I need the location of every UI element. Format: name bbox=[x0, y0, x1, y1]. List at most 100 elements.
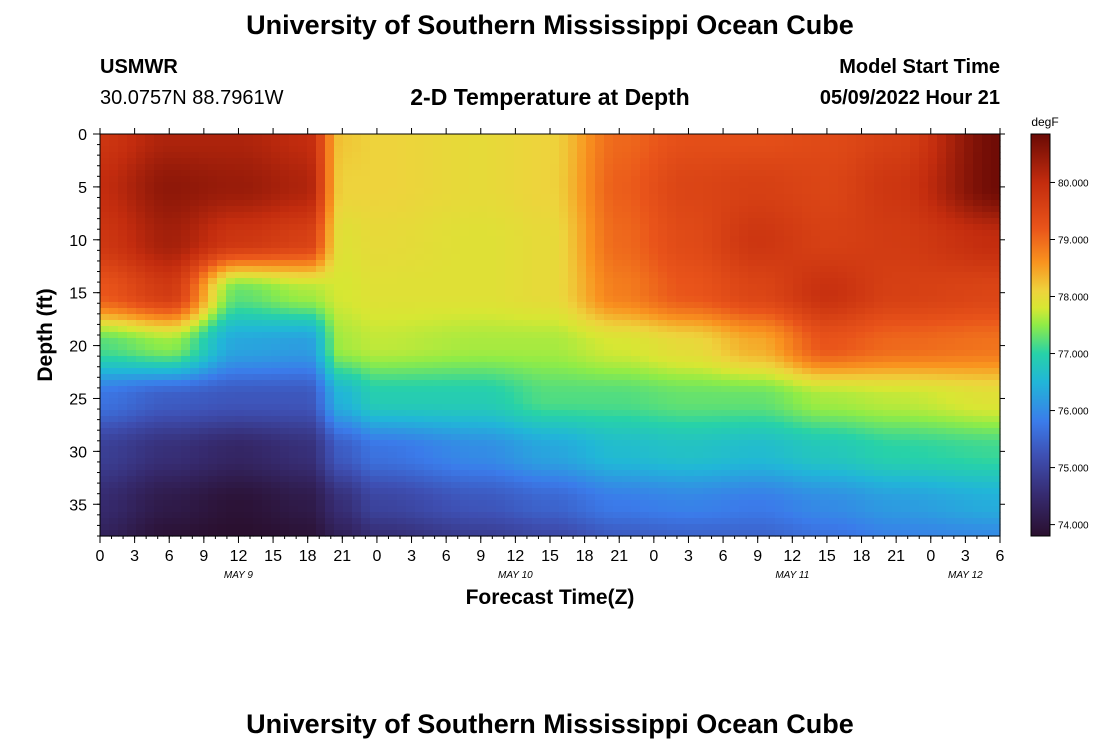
heatmap-cell bbox=[613, 284, 623, 291]
heatmap-cell bbox=[676, 224, 686, 231]
heatmap-cell bbox=[730, 338, 740, 345]
heatmap-cell bbox=[406, 302, 416, 309]
heatmap-cell bbox=[100, 290, 110, 297]
heatmap-cell bbox=[172, 392, 182, 399]
heatmap-cell bbox=[685, 266, 695, 273]
heatmap-cell bbox=[172, 416, 182, 423]
heatmap-cell bbox=[271, 416, 281, 423]
heatmap-cell bbox=[712, 428, 722, 435]
heatmap-cell bbox=[235, 392, 245, 399]
heatmap-cell bbox=[649, 134, 659, 141]
heatmap-cell bbox=[577, 422, 587, 429]
heatmap-cell bbox=[289, 272, 299, 279]
heatmap-cell bbox=[604, 464, 614, 471]
heatmap-cell bbox=[469, 434, 479, 441]
heatmap-cell bbox=[226, 218, 236, 225]
heatmap-cell bbox=[154, 302, 164, 309]
heatmap-cell bbox=[505, 200, 515, 207]
heatmap-cell bbox=[226, 284, 236, 291]
heatmap-cell bbox=[118, 176, 128, 183]
heatmap-cell bbox=[667, 284, 677, 291]
heatmap-cell bbox=[730, 200, 740, 207]
heatmap-cell bbox=[442, 182, 452, 189]
heatmap-cell bbox=[478, 398, 488, 405]
heatmap-cell bbox=[640, 368, 650, 375]
heatmap-cell bbox=[613, 236, 623, 243]
heatmap-cell bbox=[343, 452, 353, 459]
heatmap-cell bbox=[163, 212, 173, 219]
heatmap-cell bbox=[730, 434, 740, 441]
heatmap-cell bbox=[496, 308, 506, 315]
heatmap-cell bbox=[442, 224, 452, 231]
heatmap-cell bbox=[703, 416, 713, 423]
heatmap-cell bbox=[244, 494, 254, 501]
heatmap-cell bbox=[460, 134, 470, 141]
heatmap-cell bbox=[487, 170, 497, 177]
heatmap-cell bbox=[541, 140, 551, 147]
heatmap-cell bbox=[604, 494, 614, 501]
heatmap-cell bbox=[577, 176, 587, 183]
heatmap-cell bbox=[370, 278, 380, 285]
heatmap-cell bbox=[559, 242, 569, 249]
heatmap-cell bbox=[442, 344, 452, 351]
heatmap-cell bbox=[685, 302, 695, 309]
heatmap-cell bbox=[370, 314, 380, 321]
heatmap-cell bbox=[145, 230, 155, 237]
heatmap-cell bbox=[397, 266, 407, 273]
heatmap-cell bbox=[370, 518, 380, 525]
heatmap-cell bbox=[622, 164, 632, 171]
heatmap-cell bbox=[451, 182, 461, 189]
heatmap-cell bbox=[667, 236, 677, 243]
heatmap-cell bbox=[550, 422, 560, 429]
heatmap-cell bbox=[154, 356, 164, 363]
heatmap-cell bbox=[658, 392, 668, 399]
heatmap-cell bbox=[577, 170, 587, 177]
heatmap-cell bbox=[244, 248, 254, 255]
heatmap-cell bbox=[748, 380, 758, 387]
heatmap-cell bbox=[550, 488, 560, 495]
heatmap-cell bbox=[199, 452, 209, 459]
heatmap-cell bbox=[145, 440, 155, 447]
heatmap-cell bbox=[397, 152, 407, 159]
heatmap-cell bbox=[424, 278, 434, 285]
heatmap-cell bbox=[595, 374, 605, 381]
heatmap-cell bbox=[397, 392, 407, 399]
heatmap-cell bbox=[190, 464, 200, 471]
heatmap-cell bbox=[154, 296, 164, 303]
heatmap-cell bbox=[145, 362, 155, 369]
heatmap-cell bbox=[136, 206, 146, 213]
heatmap-cell bbox=[397, 314, 407, 321]
heatmap-cell bbox=[406, 368, 416, 375]
heatmap-cell bbox=[316, 422, 326, 429]
heatmap-cell bbox=[478, 350, 488, 357]
heatmap-cell bbox=[523, 464, 533, 471]
heatmap-cell bbox=[325, 500, 335, 507]
heatmap-cell bbox=[496, 200, 506, 207]
heatmap-cell bbox=[577, 332, 587, 339]
heatmap-cell bbox=[379, 428, 389, 435]
heatmap-cell bbox=[361, 374, 371, 381]
heatmap-cell bbox=[496, 512, 506, 519]
heatmap-cell bbox=[640, 416, 650, 423]
heatmap-cell bbox=[658, 362, 668, 369]
heatmap-cell bbox=[469, 278, 479, 285]
heatmap-cell bbox=[631, 248, 641, 255]
heatmap-cell bbox=[586, 494, 596, 501]
heatmap-cell bbox=[730, 164, 740, 171]
heatmap-cell bbox=[577, 230, 587, 237]
heatmap-cell bbox=[496, 326, 506, 333]
heatmap-cell bbox=[316, 506, 326, 513]
heatmap-cell bbox=[136, 266, 146, 273]
heatmap-cell bbox=[649, 470, 659, 477]
heatmap-cell bbox=[316, 326, 326, 333]
heatmap-cell bbox=[658, 170, 668, 177]
heatmap-cell bbox=[739, 146, 749, 153]
heatmap-cell bbox=[442, 422, 452, 429]
heatmap-cell bbox=[352, 476, 362, 483]
heatmap-cell bbox=[208, 464, 218, 471]
heatmap-cell bbox=[559, 158, 569, 165]
heatmap-cell bbox=[451, 398, 461, 405]
heatmap-cell bbox=[226, 404, 236, 411]
heatmap-cell bbox=[703, 446, 713, 453]
heatmap-cell bbox=[172, 158, 182, 165]
